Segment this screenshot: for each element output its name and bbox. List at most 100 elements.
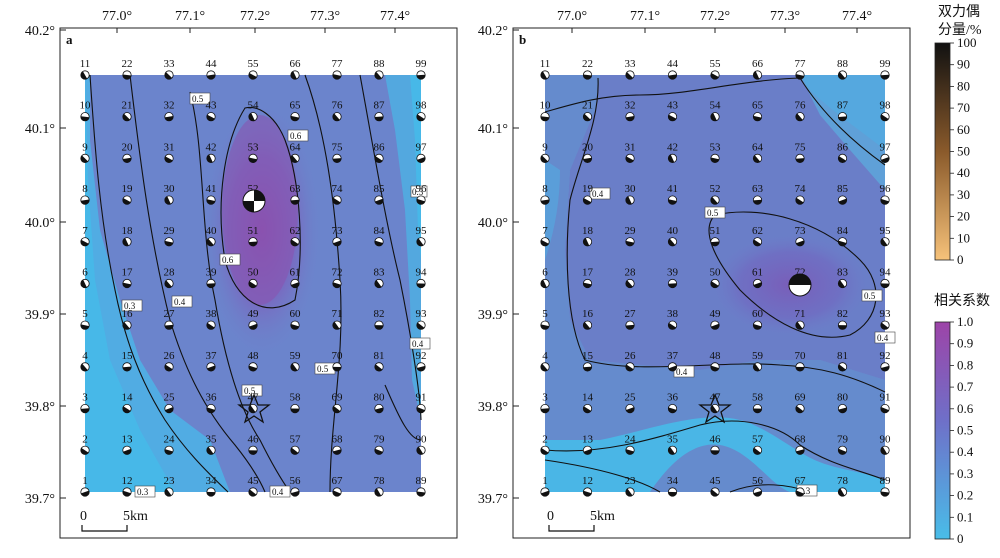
- station-label: 98: [880, 100, 892, 112]
- station-label: 59: [752, 350, 764, 362]
- station-point: 95: [416, 225, 428, 247]
- station-point: 29: [164, 225, 175, 247]
- station-point: 79: [374, 433, 385, 455]
- station-point: 10: [80, 100, 91, 122]
- station-point: 70: [332, 350, 343, 372]
- station-label: 95: [880, 225, 892, 237]
- station-label: 17: [582, 267, 594, 279]
- station-label: 62: [752, 225, 763, 237]
- station-label: 44: [206, 58, 218, 70]
- station-label: 26: [625, 350, 637, 362]
- station-point: 88: [374, 58, 385, 80]
- station-point: 92: [880, 350, 891, 372]
- station-label: 80: [374, 392, 386, 404]
- station-label: 89: [880, 475, 892, 487]
- station-label: 20: [122, 141, 134, 153]
- station-point: 15: [582, 350, 594, 372]
- y-tick-label: 40.1°: [478, 122, 508, 137]
- colorbar-bottom-gradient: [934, 321, 951, 540]
- station-point: 71: [795, 308, 806, 330]
- station-label: 33: [164, 58, 176, 70]
- station-point: 19: [582, 183, 594, 205]
- contour-label: 0.5: [317, 364, 329, 374]
- x-tick-label: 77.4°: [842, 9, 872, 24]
- contour-label: 0.4: [412, 339, 424, 349]
- station-label: 82: [837, 308, 848, 320]
- station-label: 45: [248, 475, 260, 487]
- station-label: 76: [332, 100, 344, 112]
- station-point: 96: [880, 183, 891, 205]
- station-label: 92: [416, 350, 427, 362]
- station-point: 45: [248, 475, 260, 497]
- station-label: 93: [416, 308, 428, 320]
- station-point: 7: [540, 225, 550, 247]
- station-label: 2: [82, 433, 88, 445]
- station-point: 3: [80, 392, 90, 414]
- contour-label: 0.6: [290, 131, 302, 141]
- station-label: 10: [540, 100, 552, 112]
- station-point: 67: [795, 475, 806, 497]
- station-label: 21: [582, 100, 593, 112]
- panel-a: a 0.3 0.4: [25, 9, 458, 539]
- station-label: 75: [332, 141, 344, 153]
- colorbar-tick-label: 0.2: [957, 488, 973, 503]
- panel-b-center-mechanism: [788, 273, 812, 297]
- station-point: 60: [752, 308, 764, 330]
- station-point: 99: [880, 58, 891, 80]
- station-point: 10: [540, 100, 552, 122]
- station-label: 40: [206, 225, 218, 237]
- station-point: 23: [625, 475, 636, 497]
- station-point: 83: [374, 267, 385, 289]
- station-point: 6: [540, 267, 550, 289]
- colorbar-tick-label: 0: [957, 252, 964, 267]
- station-point: 70: [795, 350, 806, 372]
- station-point: 65: [290, 100, 301, 122]
- colorbar-top-title-2: 分量/%: [938, 22, 982, 38]
- station-label: 97: [416, 141, 428, 153]
- station-point: 42: [667, 141, 678, 163]
- station-point: 30: [164, 183, 175, 205]
- station-label: 44: [667, 58, 679, 70]
- station-point: 34: [667, 475, 679, 497]
- station-label: 76: [795, 100, 807, 112]
- station-point: 55: [710, 58, 721, 80]
- station-label: 16: [582, 308, 594, 320]
- station-point: 37: [206, 350, 217, 372]
- y-tick-label: 40.0°: [25, 216, 55, 231]
- contour-label: 0.5: [707, 208, 719, 218]
- station-label: 91: [880, 392, 891, 404]
- station-point: 20: [582, 141, 594, 163]
- station-point: 11: [80, 58, 90, 80]
- station-label: 46: [248, 433, 260, 445]
- station-point: 47: [710, 392, 721, 414]
- station-label: 94: [880, 267, 892, 279]
- station-point: 14: [122, 392, 133, 414]
- station-point: 90: [416, 433, 427, 455]
- station-point: 40: [206, 225, 218, 247]
- y-tick-label: 39.9°: [478, 308, 508, 323]
- scale-label: 5km: [590, 509, 615, 524]
- station-label: 7: [542, 225, 548, 237]
- panel-b-frame: [512, 27, 911, 539]
- station-label: 64: [752, 141, 764, 153]
- station-label: 61: [290, 267, 301, 279]
- x-tick-label: 77.3°: [770, 9, 800, 24]
- contour-label: 0.3: [799, 486, 811, 496]
- station-point: 27: [625, 308, 636, 330]
- station-label: 8: [542, 183, 548, 195]
- station-label: 66: [290, 58, 302, 70]
- panel-a-field: [85, 75, 421, 492]
- station-point: 16: [582, 308, 594, 330]
- station-label: 34: [667, 475, 679, 487]
- station-label: 42: [667, 141, 678, 153]
- x-tick-label: 77.1°: [175, 9, 205, 24]
- station-point: 74: [332, 183, 343, 205]
- station-point: 1: [540, 475, 550, 497]
- station-label: 95: [416, 225, 428, 237]
- station-point: 41: [206, 183, 217, 205]
- y-tick-label: 39.7°: [478, 492, 508, 507]
- station-point: 62: [290, 225, 301, 247]
- station-point: 51: [248, 225, 259, 247]
- station-label: 22: [582, 58, 593, 70]
